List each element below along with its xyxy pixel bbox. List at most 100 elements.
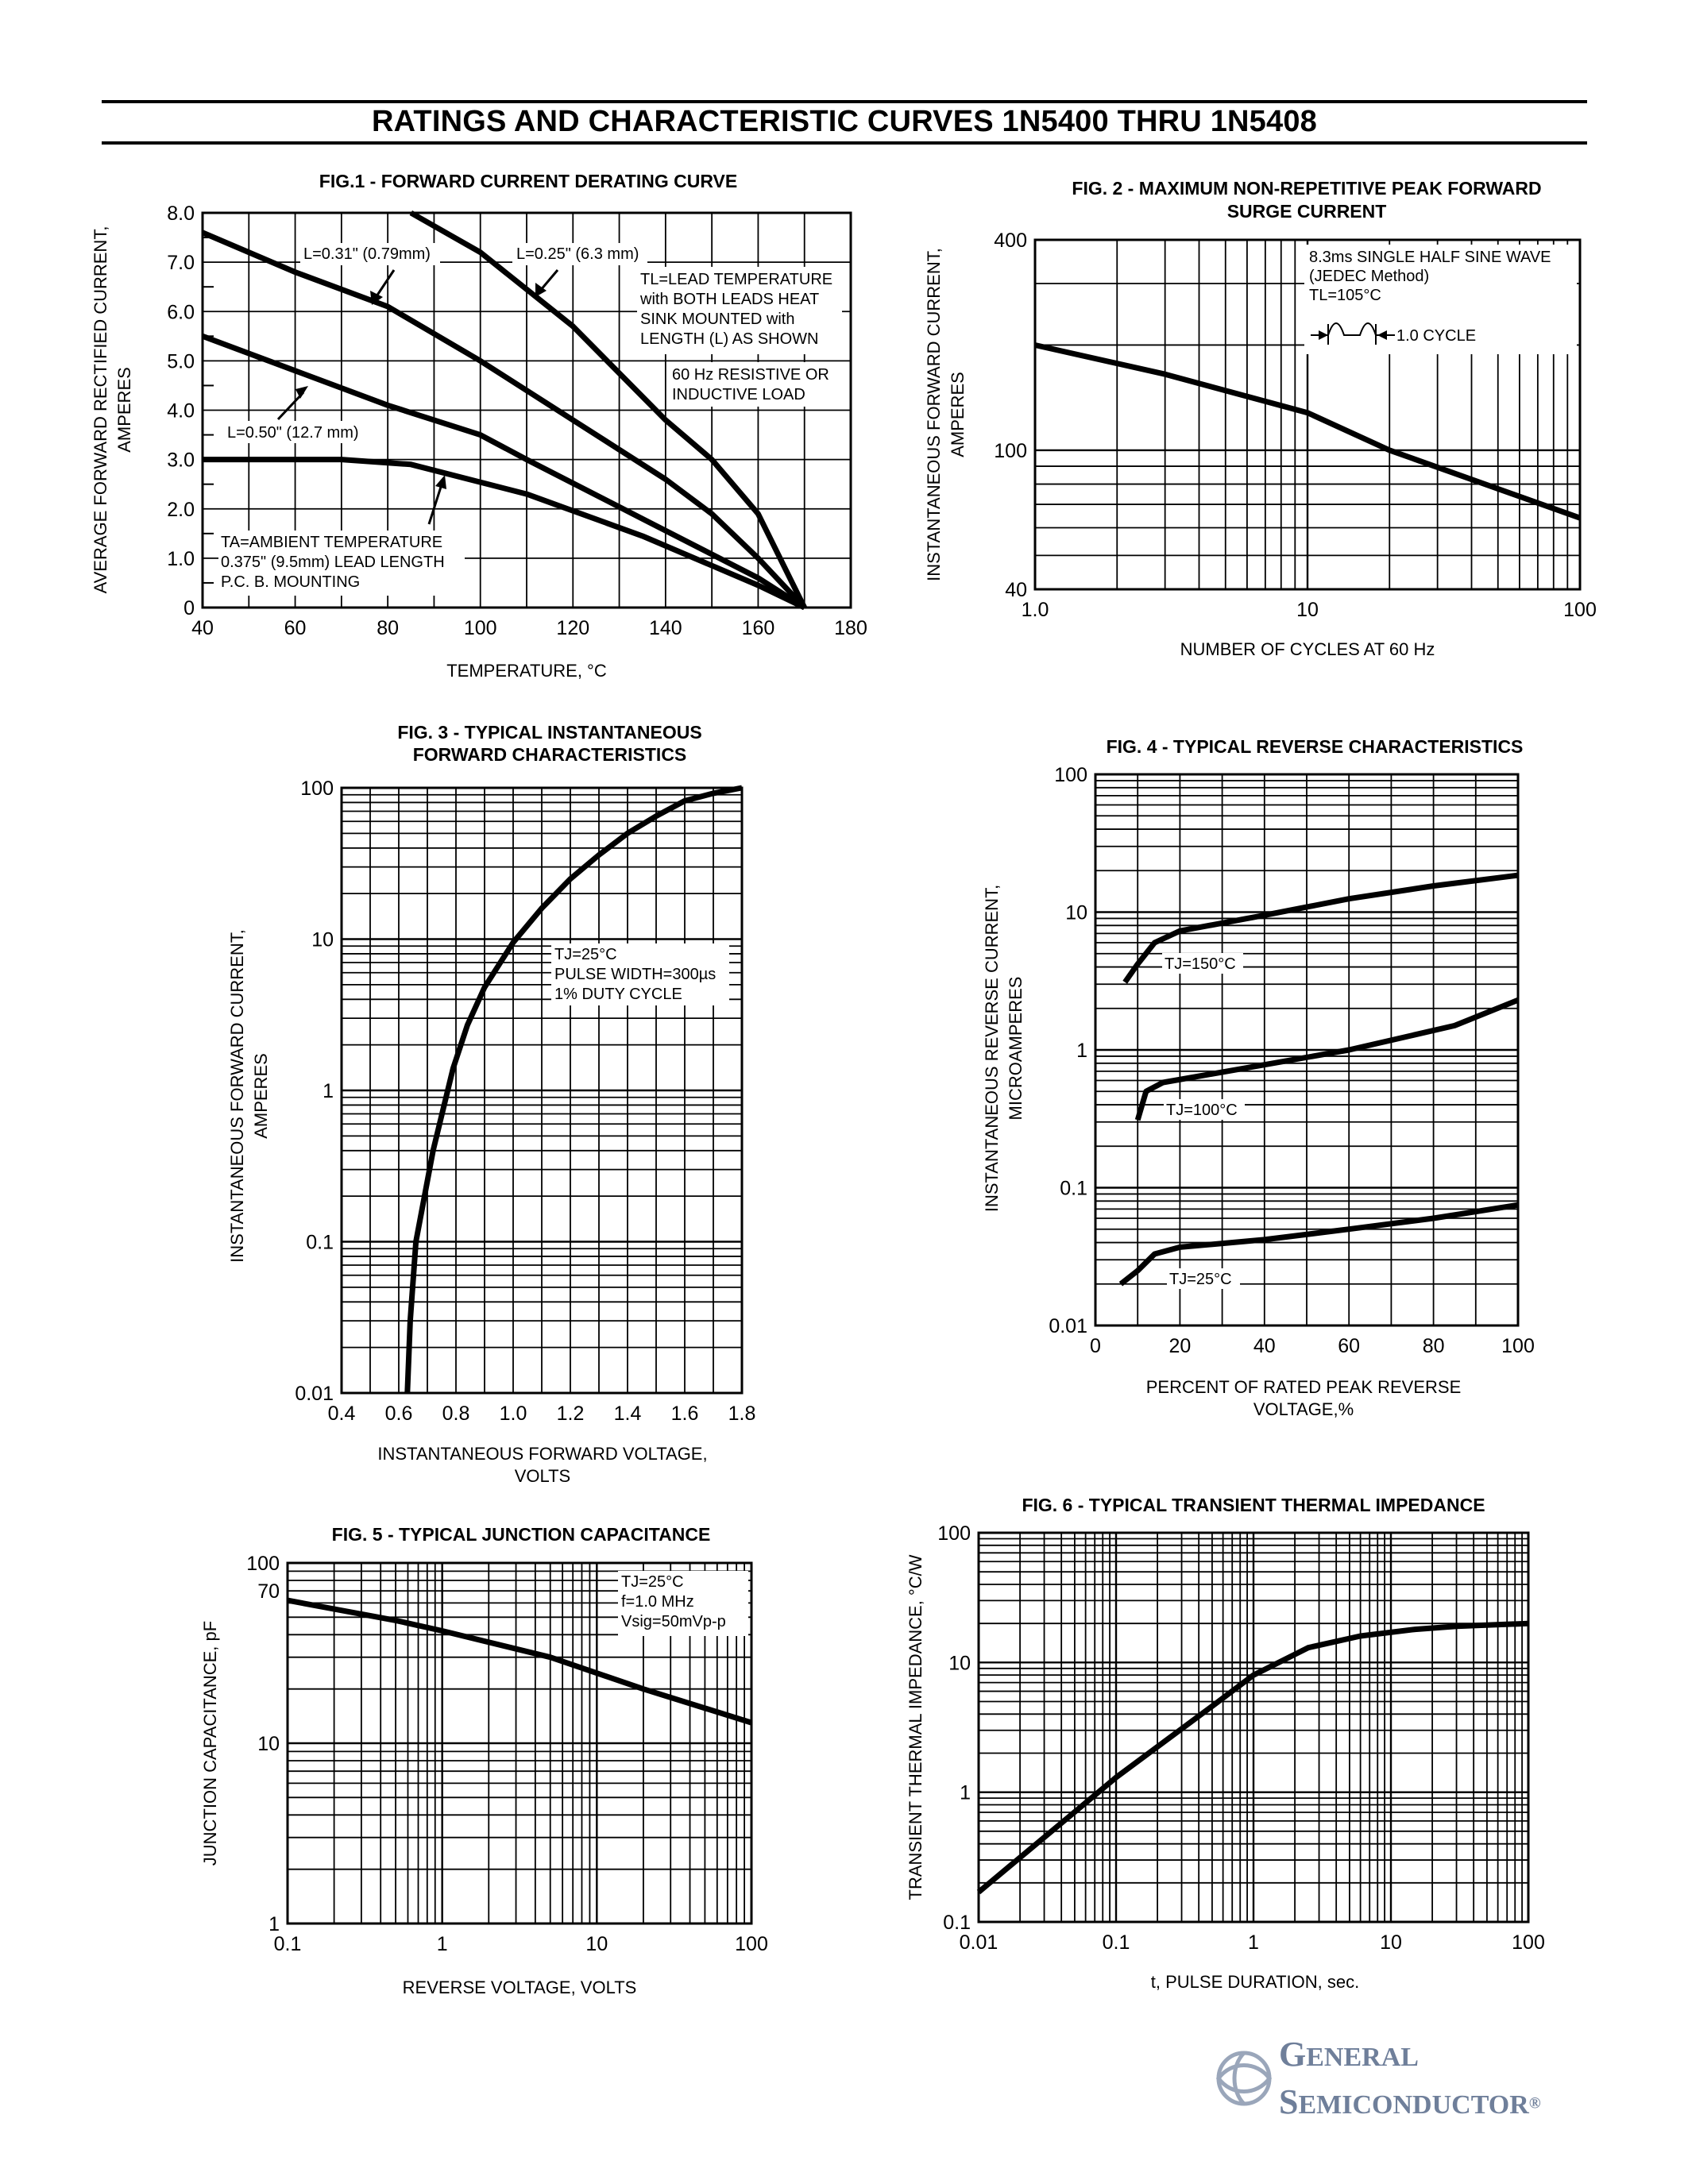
fig1-x-tick-label: 60 [284,617,307,639]
fig3-y-tick-label: 1 [323,1080,334,1102]
fig5-ylabel: JUNCTION CAPACITANCE, pF [200,1621,220,1866]
fig2-x-tick-label: 100 [1563,599,1597,621]
fig4-y-tick-label: 10 [1065,902,1087,924]
fig1-arrowhead [535,283,547,297]
fig3-x-tick-label: 0.4 [328,1403,356,1425]
fig1-note-line: with BOTH LEADS HEAT [639,291,819,308]
fig4-title: FIG. 4 - TYPICAL REVERSE CHARACTERISTICS [1107,736,1524,757]
fig3-ylabel-line1: INSTANTANEOUS FORWARD CURRENT, [227,929,247,1263]
fig1-label-bg [224,421,375,443]
fig3-y-tick-label: 0.01 [295,1383,334,1405]
fig2-title-line2: SURGE CURRENT [1227,201,1387,222]
fig1-note-line: LENGTH (L) AS SHOWN [640,330,818,348]
fig2-y-tick-label: 100 [994,440,1027,462]
fig6-x-tick-label: 0.1 [1103,1931,1130,1954]
fig1-arrow-031 [373,269,396,299]
fig4-x-tick-label: 20 [1168,1335,1191,1357]
fig4-xlabel-line1: PERCENT OF RATED PEAK REVERSE [1146,1377,1462,1397]
fig2-arrowhead [1319,330,1328,340]
fig1-curve-label-025: L=0.25" (6.3 mm) [516,245,639,263]
fig3-note-line: TJ=25°C [554,946,617,963]
page-title: RATINGS AND CHARACTERISTIC CURVES 1N5400… [371,105,1318,138]
fig1-label-bg [512,243,647,265]
fig5-x-tick-label: 1 [437,1933,448,1955]
fig1-plot-frame [201,211,852,609]
fig4-series-label: TJ=150°C [1165,955,1236,973]
fig1-curve-label-050: L=0.50" (12.7 mm) [227,424,359,442]
fig4-x-tick-label: 100 [1501,1335,1535,1357]
brand-initial-g: G [1279,2035,1307,2074]
fig4-series-line-0 [1122,872,1519,984]
fig6-y-tick-label: 10 [948,1652,971,1674]
fig2-ylabel-line1: INSTANTANEOUS FORWARD CURRENT, [924,248,944,581]
fig4-series-label: TJ=100°C [1166,1102,1238,1119]
fig1-series-line-2 [201,334,806,610]
fig5-x-tick-label: 100 [735,1933,768,1955]
fig1-y-tick-label: 1.0 [167,548,195,570]
fig1-series-line-1 [201,230,807,610]
fig3-y-tick-label: 0.1 [306,1232,334,1254]
fig2-xlabel: NUMBER OF CYCLES AT 60 Hz [1180,639,1435,659]
fig1-arrow-050 [276,391,305,421]
fig1-y-tick-label: 5.0 [167,350,195,372]
fig6-x-tick-label: 100 [1512,1931,1545,1954]
fig6-y-tick-label: 100 [937,1522,971,1545]
fig4-series-line-1 [1134,997,1520,1121]
fig2-arrowhead [1377,330,1387,340]
fig4-x-tick-label: 80 [1423,1335,1445,1357]
fig5-xlabel: REVERSE VOLTAGE, VOLTS [403,1978,637,1997]
fig3-note-line: 1% DUTY CYCLE [554,986,682,1003]
fig4-series-line-2 [1118,1202,1519,1287]
fig5-plot-frame [286,1561,753,1925]
general-semiconductor-logo-icon [1215,2051,1273,2106]
fig4-x-tick-label: 40 [1253,1335,1276,1357]
fig4-label-bg [1162,953,1243,974]
fig1-note3-line: P.C. B. MOUNTING [221,573,360,591]
fig5-note-line: f=1.0 MHz [621,1593,694,1611]
fig1-x-tick-label: 160 [742,617,775,639]
brand-wordmark: GENERAL SEMICONDUCTOR® [1279,2035,1541,2130]
fig1-y-tick-label: 4.0 [167,400,195,423]
fig1-arrowhead [295,386,308,399]
fig3-title: FIG. 3 - TYPICAL INSTANTANEOUS [397,722,701,743]
registered-mark: ® [1528,2094,1541,2113]
fig4-label-bg [1167,1268,1240,1289]
fig1-note-line: SINK MOUNTED with [640,311,794,328]
fig3-xlabel-line2: VOLTS [515,1466,571,1486]
fig3-series-line-0 [404,785,743,1394]
fig2-note-line: 8.3ms SINGLE HALF SINE WAVE [1309,249,1551,266]
fig1-arrowhead [435,475,446,489]
fig1-y-tick-label: 0 [183,597,195,619]
fig5-y-tick-label: 10 [257,1733,280,1755]
fig6-y-tick-label: 0.1 [943,1912,971,1934]
fig4-ylabel-line1: INSTANTANEOUS REVERSE CURRENT, [982,885,1002,1212]
fig5-note-line: Vsig=50mVp-p [621,1613,726,1630]
fig1-note2-line: 60 Hz RESISTIVE OR [672,366,829,384]
fig1-note3-line: TA=AMBIENT TEMPERATURE [221,534,442,551]
fig6-series-line-0 [976,1620,1529,1895]
fig3-y-tick-label: 10 [311,929,334,951]
fig3-ylabel-line2: AMPERES [251,1053,271,1139]
fig2-y-tick-label: 40 [1005,579,1027,601]
fig4-y-tick-label: 1 [1076,1040,1087,1062]
fig2-title: FIG. 2 - MAXIMUM NON-REPETITIVE PEAK FOR… [1072,178,1541,199]
fig5-series-line-0 [287,1597,753,1726]
fig3-x-tick-label: 0.6 [385,1403,413,1425]
fig5-note-line: TJ=25°C [621,1573,684,1591]
fig3-xlabel-line1: INSTANTANEOUS FORWARD VOLTAGE, [377,1444,707,1464]
fig1-note-bg [637,267,842,354]
fig1-y-tick-label: 6.0 [167,301,195,323]
fig5-note-bg [618,1571,748,1636]
fig3-x-tick-label: 1.4 [614,1403,642,1425]
fig1-y-tick-label: 3.0 [167,450,195,472]
fig4-y-tick-label: 0.01 [1049,1315,1087,1337]
fig3-x-tick-label: 1.0 [500,1403,527,1425]
brand-word-eneral: ENERAL [1306,2043,1419,2072]
fig1-note2-line: INDUCTIVE LOAD [672,386,805,403]
fig4-y-tick-label: 0.1 [1060,1178,1087,1200]
fig3-y-tick-label: 100 [300,778,334,800]
